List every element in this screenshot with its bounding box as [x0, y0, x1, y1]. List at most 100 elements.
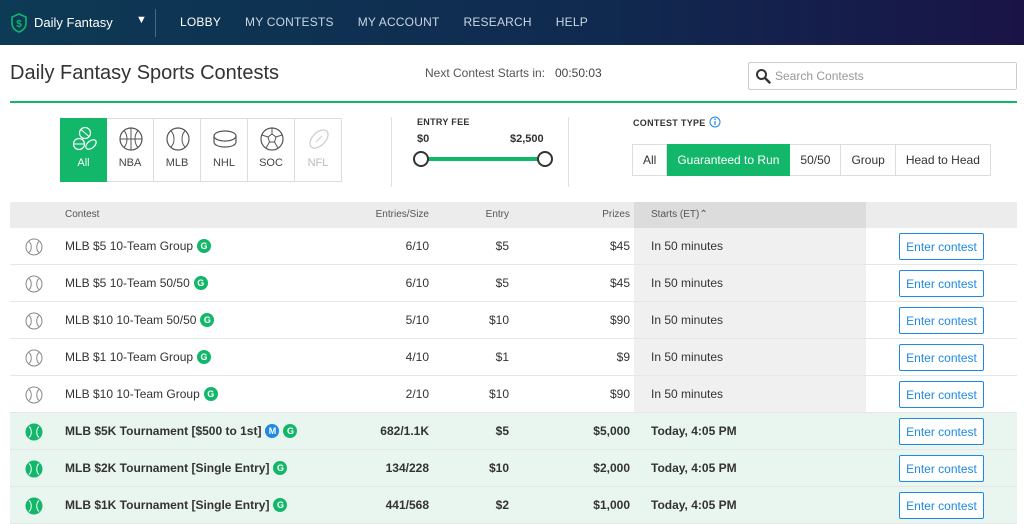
entry-fee-cell: $10	[488, 387, 509, 401]
entry-fee-cell: $10	[488, 461, 509, 475]
baseball-icon	[25, 460, 43, 478]
contest-name: MLB $1K Tournament [Single Entry]	[65, 498, 270, 512]
entries-cell: 4/10	[405, 350, 429, 364]
guaranteed-badge: G	[197, 239, 212, 253]
contest-type-guaranteed[interactable]: Guaranteed to Run	[667, 144, 791, 176]
nav-my-contests[interactable]: MY CONTESTS	[245, 15, 334, 29]
contest-name-cell[interactable]: MLB $10 10-Team Group G	[65, 387, 218, 401]
starts-cell: In 50 minutes	[651, 313, 724, 327]
prizes-cell: $5,000	[593, 424, 630, 438]
entries-cell: 441/568	[385, 498, 429, 512]
header-entry[interactable]: Entry	[485, 209, 509, 220]
table-row: MLB $10 10-Team Group G 2/10 $10 $90 In 50 mi…	[10, 376, 1017, 413]
nav-my-account[interactable]: MY ACCOUNT	[357, 15, 440, 29]
brand-name: Daily Fantasy	[34, 15, 113, 30]
entry-fee-cell: $5	[495, 424, 509, 438]
page-title: Daily Fantasy Sports Contests	[10, 62, 279, 84]
contest-name: MLB $10 10-Team Group	[65, 387, 200, 401]
baseball-icon	[25, 349, 43, 367]
info-icon[interactable]	[709, 116, 721, 128]
enter-contest-button[interactable]: Enter contest	[899, 233, 984, 260]
enter-contest-button[interactable]: Enter contest	[899, 270, 984, 297]
entries-cell: 134/228	[385, 461, 429, 475]
sport-filter-nhl[interactable]: NHL	[201, 118, 248, 182]
prizes-cell: $90	[609, 387, 630, 401]
nav-research[interactable]: RESEARCH	[463, 15, 532, 29]
enter-contest-button[interactable]: Enter contest	[899, 307, 984, 334]
next-contest-countdown: 00:50:03	[555, 66, 602, 80]
sorted-column-cell-bg	[634, 302, 866, 338]
contest-name-cell[interactable]: MLB $10 10-Team 50/50 G	[65, 313, 215, 327]
contest-name-cell[interactable]: MLB $5K Tournament [$500 to 1st] M G	[65, 424, 298, 438]
nav-lobby[interactable]: LOBBY	[180, 15, 222, 29]
header-starts[interactable]: Starts (ET)⌃	[651, 209, 708, 220]
contest-name-cell[interactable]: MLB $1 10-Team Group G	[65, 350, 212, 364]
contest-type-filter: All Guaranteed to Run 50/50 Group Head t…	[632, 144, 991, 176]
brand-switcher[interactable]: $ Daily Fantasy ▼	[0, 0, 155, 45]
divider	[391, 117, 392, 187]
prizes-cell: $1,000	[593, 498, 630, 512]
contest-name-cell[interactable]: MLB $2K Tournament [Single Entry] G	[65, 461, 288, 475]
entries-cell: 5/10	[405, 313, 429, 327]
basketball-icon	[119, 127, 143, 151]
table-row: MLB $5 10-Team 50/50 G 6/10 $5 $45 In 50 minu…	[10, 265, 1017, 302]
sport-filter-label: NBA	[118, 157, 142, 169]
guaranteed-badge: G	[193, 276, 208, 290]
header-contest[interactable]: Contest	[65, 209, 100, 220]
enter-contest-button[interactable]: Enter contest	[899, 492, 984, 519]
multi-entry-badge: M	[265, 424, 280, 438]
sorted-column-cell-bg	[634, 265, 866, 301]
contest-name-cell[interactable]: MLB $5 10-Team 50/50 G	[65, 276, 208, 290]
enter-contest-button[interactable]: Enter contest	[899, 381, 984, 408]
divider	[155, 9, 156, 37]
search-input[interactable]	[775, 66, 1010, 86]
search-box[interactable]	[748, 62, 1017, 90]
contest-type-group[interactable]: Group	[841, 144, 896, 176]
chevron-down-icon: ▼	[136, 14, 147, 26]
entries-cell: 2/10	[405, 387, 429, 401]
header-prizes[interactable]: Prizes	[602, 209, 630, 220]
starts-cell: Today, 4:05 PM	[651, 498, 737, 512]
starts-cell: Today, 4:05 PM	[651, 424, 737, 438]
prizes-cell: $45	[609, 239, 630, 253]
contest-name-cell[interactable]: MLB $1K Tournament [Single Entry] G	[65, 498, 288, 512]
sport-filter-label: All	[77, 157, 90, 169]
header-entries[interactable]: Entries/Size	[375, 209, 429, 220]
sport-filter-nba[interactable]: NBA	[107, 118, 154, 182]
table-row: MLB $1 10-Team Group G 4/10 $1 $9 In 50 minut…	[10, 339, 1017, 376]
header-starts-label: Starts (ET)	[651, 209, 700, 220]
enter-contest-button[interactable]: Enter contest	[899, 455, 984, 482]
search-icon	[756, 69, 771, 84]
contest-type-50-50[interactable]: 50/50	[790, 144, 842, 176]
sport-filter-label: NFL	[307, 157, 329, 169]
contest-name: MLB $1 10-Team Group	[65, 350, 194, 364]
baseball-icon	[25, 386, 43, 404]
sport-filter-mlb[interactable]: MLB	[154, 118, 201, 182]
entries-cell: 682/1.1K	[380, 424, 429, 438]
contest-type-label: CONTEST TYPE	[633, 118, 706, 128]
table-row: MLB $2K Tournament [Single Entry] G 134/22…	[10, 450, 1017, 487]
starts-cell: In 50 minutes	[651, 276, 724, 290]
entry-fee-slider-track[interactable]	[421, 157, 545, 161]
sport-filter-label: MLB	[165, 157, 189, 169]
entry-fee-cell: $5	[495, 239, 509, 253]
contest-name-cell[interactable]: MLB $5 10-Team Group G	[65, 239, 212, 253]
prizes-cell: $90	[609, 313, 630, 327]
sport-filter-all[interactable]: All	[60, 118, 107, 182]
sorted-column-cell-bg	[634, 376, 866, 412]
guaranteed-badge: G	[283, 424, 298, 438]
entry-fee-max-handle[interactable]	[537, 151, 553, 167]
entry-fee-min-handle[interactable]	[413, 151, 429, 167]
nav-help[interactable]: HELP	[555, 15, 588, 29]
contest-type-all[interactable]: All	[632, 144, 668, 176]
all-sports-icon	[72, 126, 97, 151]
enter-contest-button[interactable]: Enter contest	[899, 418, 984, 445]
sport-filter-label: NHL	[212, 157, 235, 169]
sport-filter-nfl[interactable]: NFL	[295, 118, 342, 182]
table-row: MLB $5 10-Team Group G 6/10 $5 $45 In 50 minu…	[10, 228, 1017, 265]
contest-type-head-to-head[interactable]: Head to Head	[895, 144, 991, 176]
next-contest-label: Next Contest Starts in:	[425, 66, 546, 80]
guaranteed-badge: G	[273, 461, 288, 475]
sport-filter-soc[interactable]: SOC	[248, 118, 295, 182]
enter-contest-button[interactable]: Enter contest	[899, 344, 984, 371]
